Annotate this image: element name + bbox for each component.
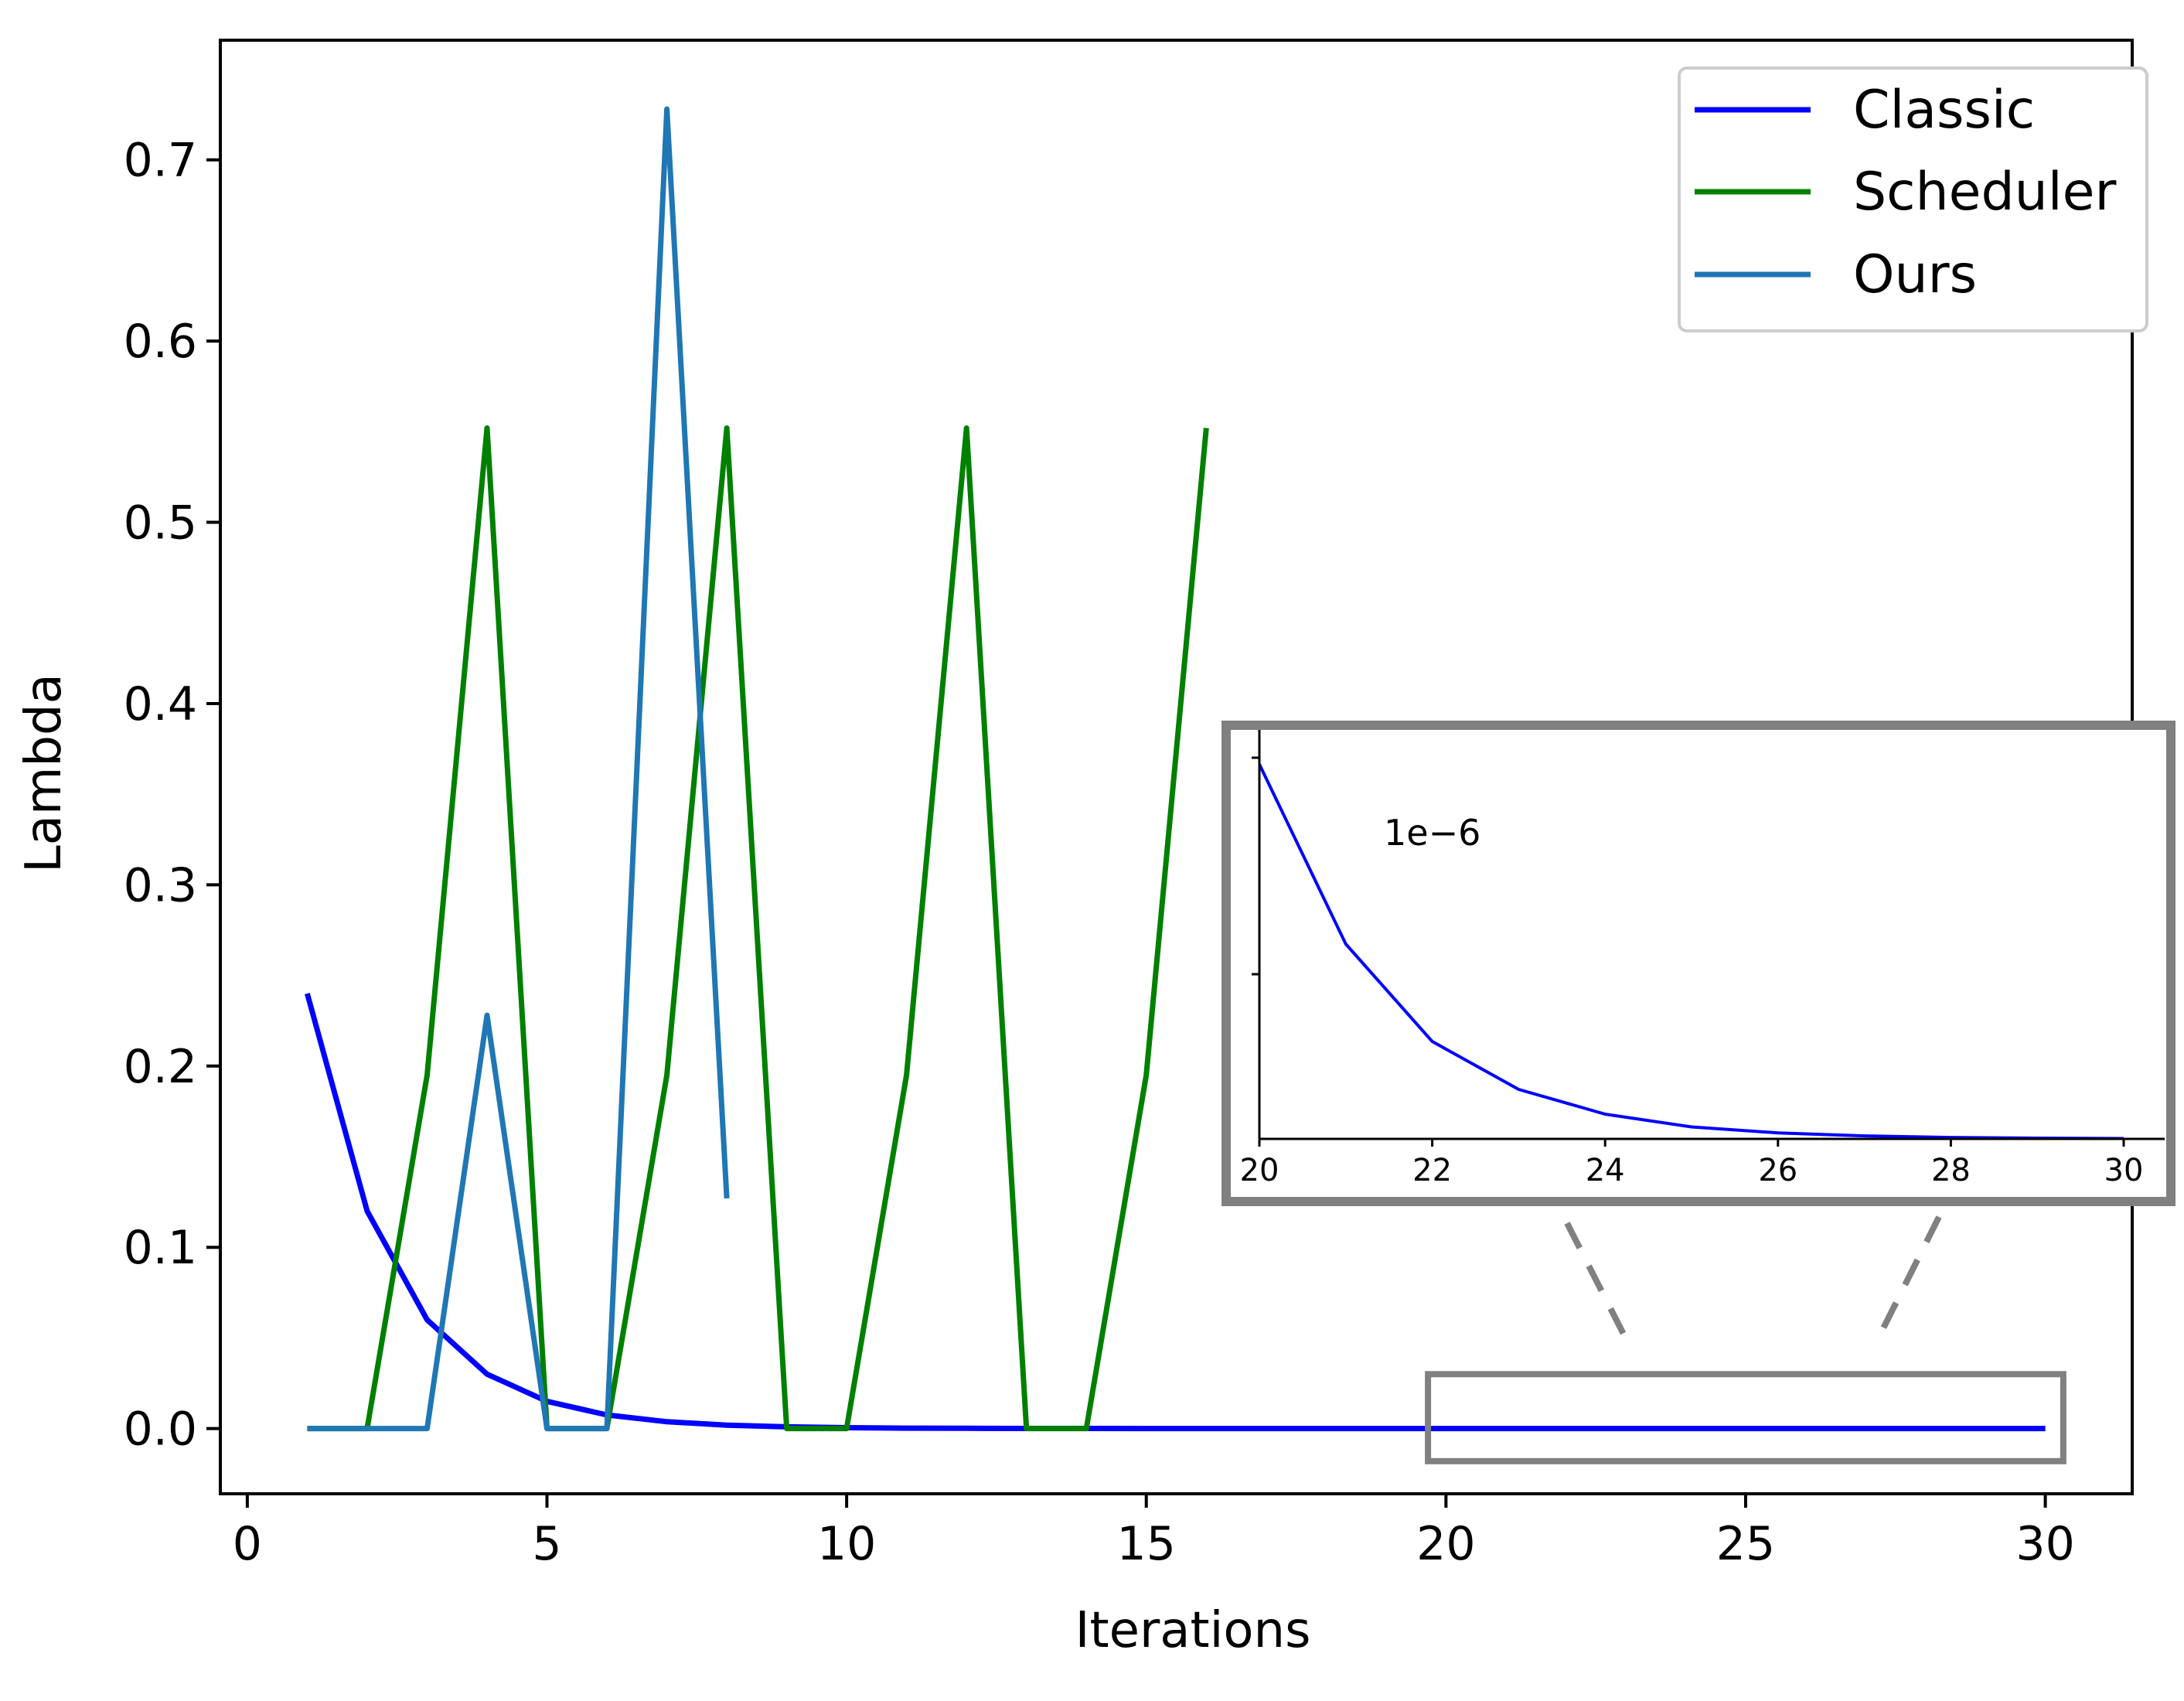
zoom-connector-left <box>1564 1222 1634 1351</box>
data-point-ours <box>307 1428 308 1429</box>
legend-frame <box>1678 66 2148 332</box>
data-point-classic <box>1985 1428 1986 1429</box>
data-point-classic <box>427 1320 428 1321</box>
y-tick-label: 0.4 <box>124 677 197 731</box>
inset-background <box>1226 725 2171 1202</box>
legend: Classic Scheduler Ours <box>1678 66 2148 332</box>
series-ours <box>307 106 730 1432</box>
inset-axes: 20 22 24 26 28 30 1e−6 <box>1221 721 2175 1206</box>
main-axes: 0 5 10 15 20 25 30 0.0 0.1 0.2 0.3 0.4 0.5 0.6 0.7 It… <box>15 39 2134 1659</box>
y-tick-label: 0.5 <box>124 496 197 551</box>
y-tick-label: 0.0 <box>124 1403 197 1457</box>
y-tick-label: 0.2 <box>124 1040 197 1094</box>
inset-x-tick-label: 20 <box>1240 1153 1279 1188</box>
data-point-classic <box>906 1428 907 1429</box>
data-point-classic <box>1326 1428 1327 1429</box>
legend-item-ours: Ours <box>1695 244 1977 305</box>
legend-label-scheduler: Scheduler <box>1853 162 2116 223</box>
inset-series-line-classic <box>1258 763 2124 1140</box>
data-point-classic <box>1865 1428 1866 1429</box>
x-tick-label: 10 <box>817 1517 876 1571</box>
legend-item-classic: Classic <box>1695 80 2035 141</box>
x-tick-label: 0 <box>233 1517 262 1571</box>
data-point-ours <box>427 1428 428 1429</box>
x-tick-label: 5 <box>532 1517 561 1571</box>
x-tick-label: 30 <box>2015 1517 2074 1571</box>
data-point-classic <box>1685 1428 1686 1429</box>
inset-x-tick-label: 26 <box>1758 1153 1797 1188</box>
inset-data-point <box>1605 1114 1606 1115</box>
data-point-classic <box>1206 1428 1207 1429</box>
x-tick-label: 25 <box>1716 1517 1775 1571</box>
inset-data-point <box>1432 1041 1433 1042</box>
inset-x-tick-label: 24 <box>1586 1153 1625 1188</box>
inset-data-point <box>1864 1136 1865 1137</box>
data-point-classic <box>1505 1428 1506 1429</box>
inset-frame <box>1221 721 2175 1206</box>
data-point-ours <box>487 1015 488 1016</box>
data-point-ours <box>666 109 667 110</box>
series-line-scheduler <box>307 425 1209 1432</box>
data-point-classic <box>1385 1428 1386 1429</box>
y-tick-label: 0.7 <box>124 134 197 188</box>
series-line-classic <box>305 993 2046 1432</box>
y-axis-ticks: 0.0 0.1 0.2 0.3 0.4 0.5 0.6 0.7 <box>124 134 220 1457</box>
data-point-scheduler <box>786 1428 787 1429</box>
inset-y-offset-label: 1e−6 <box>1384 812 1480 854</box>
data-point-classic <box>1925 1428 1926 1429</box>
data-point-scheduler <box>1026 1428 1027 1429</box>
y-axis-label: Lambda <box>15 673 73 873</box>
data-point-classic <box>2045 1428 2046 1429</box>
data-point-classic <box>666 1421 667 1422</box>
inset-data-point <box>1518 1089 1519 1090</box>
inset-x-tick-label: 22 <box>1412 1153 1452 1188</box>
inset-data-point <box>1345 944 1346 945</box>
zoom-connector-right <box>1872 1215 1942 1347</box>
zoom-region-box <box>1425 1371 2066 1464</box>
data-point-classic <box>1146 1428 1147 1429</box>
legend-label-ours: Ours <box>1853 244 1977 305</box>
data-point-ours <box>366 1428 367 1429</box>
data-point-scheduler <box>1086 1428 1087 1429</box>
series-line-ours <box>307 106 730 1432</box>
y-tick-label: 0.3 <box>124 858 197 912</box>
series-scheduler <box>307 425 1209 1432</box>
data-point-classic <box>487 1374 488 1375</box>
series-classic <box>305 993 2046 1432</box>
x-axis-label: Iterations <box>1075 1602 1311 1659</box>
zoom-indicator <box>1425 1215 2066 1464</box>
y-tick-label: 0.6 <box>124 315 197 369</box>
inset-x-tick-label: 28 <box>1931 1153 1971 1188</box>
data-point-classic <box>1625 1428 1626 1429</box>
data-point-ours <box>607 1428 608 1429</box>
main-series-layer <box>305 106 2046 1432</box>
legend-item-scheduler: Scheduler <box>1695 162 2116 223</box>
x-tick-label: 20 <box>1416 1517 1475 1571</box>
x-tick-label: 15 <box>1117 1517 1176 1571</box>
inset-x-axis-ticks: 20 22 24 26 28 30 <box>1240 1139 2144 1188</box>
y-tick-label: 0.1 <box>124 1221 197 1275</box>
inset-x-tick-label: 30 <box>2104 1153 2144 1188</box>
data-point-classic <box>966 1428 967 1429</box>
legend-label-classic: Classic <box>1853 80 2035 141</box>
inset-y-axis-ticks <box>1252 756 1259 976</box>
inset-series-classic <box>1258 763 2124 1140</box>
inset-series-layer <box>1258 763 2124 1140</box>
x-axis-ticks: 0 5 10 15 20 25 30 <box>233 1494 2075 1571</box>
data-point-classic <box>366 1211 367 1212</box>
data-point-classic <box>1805 1428 1806 1429</box>
